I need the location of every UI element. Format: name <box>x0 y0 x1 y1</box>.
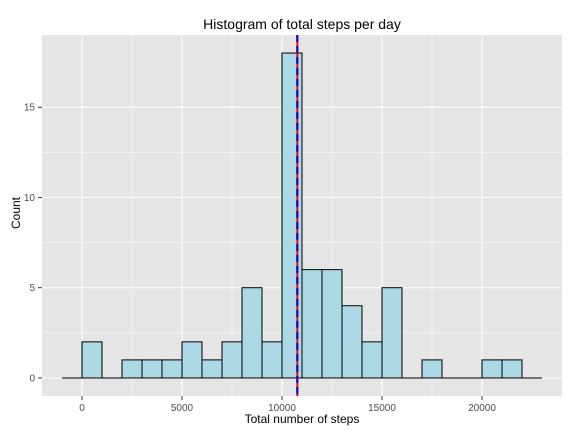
histogram-bar <box>301 269 323 379</box>
x-tick-label: 20000 <box>468 403 496 414</box>
x-axis-ticks: 0 5000 10000 15000 20000 <box>79 396 496 414</box>
histogram-bar <box>261 341 283 379</box>
histogram-bar <box>481 359 503 379</box>
x-tick-label: 5000 <box>171 403 194 414</box>
x-tick-label: 10000 <box>268 403 296 414</box>
histogram-bar <box>201 359 223 379</box>
x-tick-label: 0 <box>79 403 85 414</box>
chart-title: Histogram of total steps per day <box>203 16 401 32</box>
histogram-bar <box>501 359 523 379</box>
histogram-bar <box>281 52 303 379</box>
y-tick-label: 10 <box>24 193 36 204</box>
y-tick-label: 15 <box>24 103 36 114</box>
histogram-bar <box>341 305 363 379</box>
histogram-bar <box>181 341 203 379</box>
y-tick-label: 5 <box>29 283 35 294</box>
histogram-bar <box>381 287 403 379</box>
histogram-bar <box>421 359 443 379</box>
y-tick-label: 0 <box>29 373 35 384</box>
x-tick-label: 15000 <box>368 403 396 414</box>
histogram-bar <box>81 341 103 379</box>
histogram-bar <box>221 341 243 379</box>
histogram-bar <box>361 341 383 379</box>
histogram-bar <box>161 359 183 379</box>
histogram-bar <box>141 359 163 379</box>
x-axis-title: Total number of steps <box>245 412 360 426</box>
histogram-bar <box>321 269 343 379</box>
y-axis-ticks: 0 5 10 15 <box>24 103 42 384</box>
histogram-bar <box>121 359 143 379</box>
histogram-bar <box>241 287 263 379</box>
y-axis-title: Count <box>9 196 23 229</box>
